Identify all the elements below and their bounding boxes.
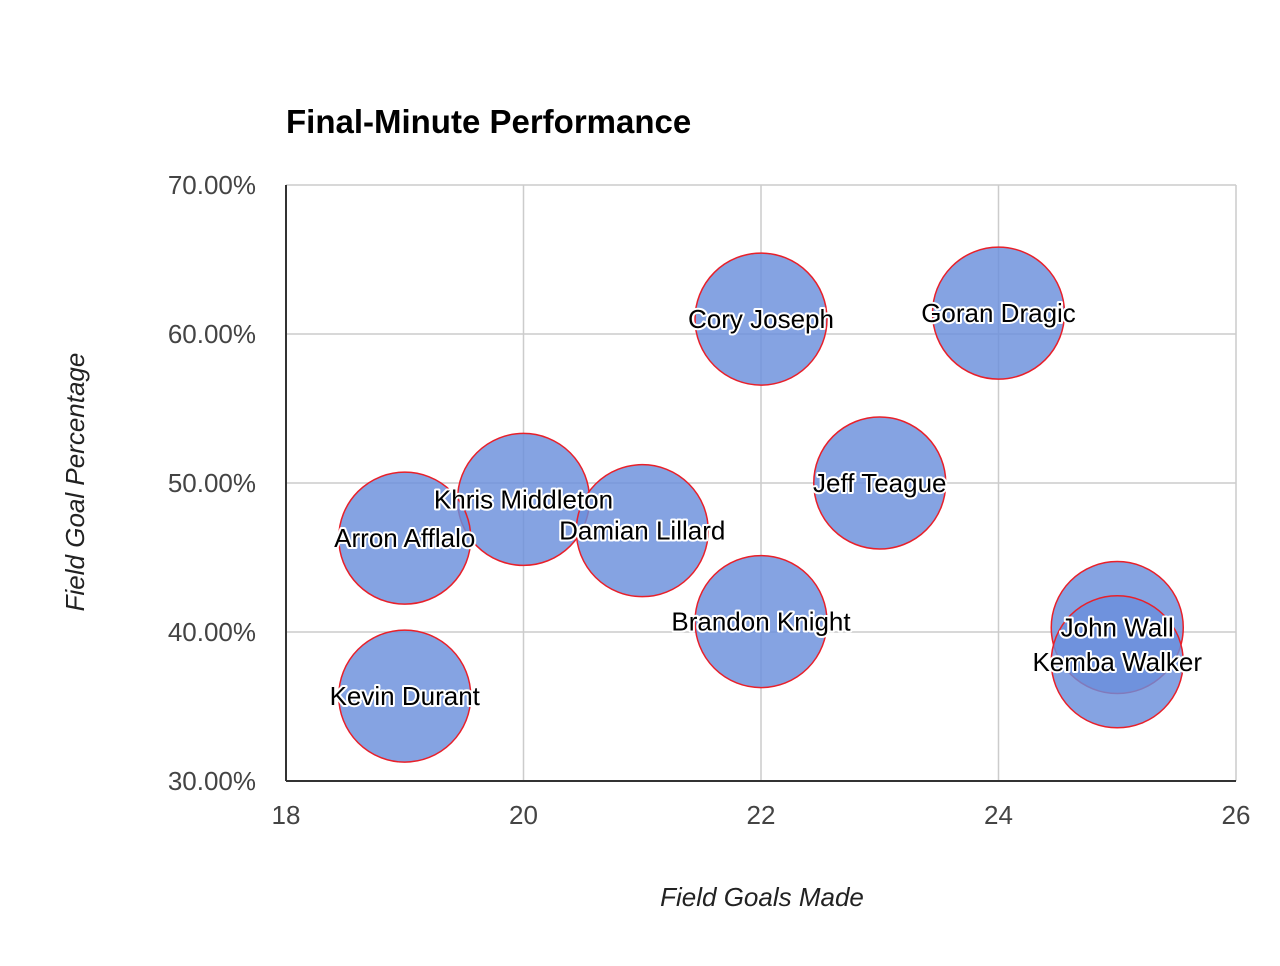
bubble-label: Damian Lillard — [559, 516, 725, 546]
y-axis-ticks: 30.00% 40.00% 50.00% 60.00% 70.00% — [168, 170, 256, 796]
x-tick-label: 20 — [509, 800, 538, 830]
y-tick-label: 60.00% — [168, 319, 256, 349]
bubble-point — [575, 463, 709, 598]
bubble-point — [1050, 595, 1184, 729]
y-tick-label: 50.00% — [168, 468, 256, 498]
bubble-label: Khris Middleton — [434, 484, 613, 514]
x-tick-label: 26 — [1222, 800, 1251, 830]
bubble-point — [931, 246, 1066, 380]
bubble-label: John Wall — [1061, 613, 1174, 643]
bubble-label: Arron Afflalo — [334, 523, 475, 553]
bubble-label: Goran Dragic — [921, 298, 1076, 328]
x-axis-label: Field Goals Made — [660, 882, 864, 912]
x-tick-label: 18 — [272, 800, 301, 830]
x-axis-ticks: 18 20 22 24 26 — [272, 800, 1251, 830]
bubble-point — [694, 252, 828, 386]
x-tick-label: 22 — [747, 800, 776, 830]
x-tick-label: 24 — [984, 800, 1013, 830]
bubble-label: Cory Joseph — [688, 304, 834, 334]
bubble-label: Brandon Knight — [671, 607, 851, 637]
y-tick-label: 30.00% — [168, 766, 256, 796]
axes — [285, 185, 1236, 782]
bubble-point — [338, 471, 472, 605]
bubble-labels: Cory Joseph Goran Dragic Jeff Teague Khris … — [328, 296, 1205, 713]
y-tick-label: 70.00% — [168, 170, 256, 200]
chart-title: Final-Minute Performance — [286, 103, 691, 140]
y-axis-label: Field Goal Percentage — [60, 353, 90, 612]
bubble-point — [338, 629, 472, 763]
bubble-label: Kevin Durant — [330, 681, 481, 711]
bubble-label: Jeff Teague — [813, 468, 947, 498]
bubbles — [338, 246, 1184, 763]
bubble-point — [694, 554, 828, 689]
bubble-label: Kemba Walker — [1032, 647, 1202, 677]
bubble-point — [813, 416, 947, 550]
y-tick-label: 40.00% — [168, 617, 256, 647]
